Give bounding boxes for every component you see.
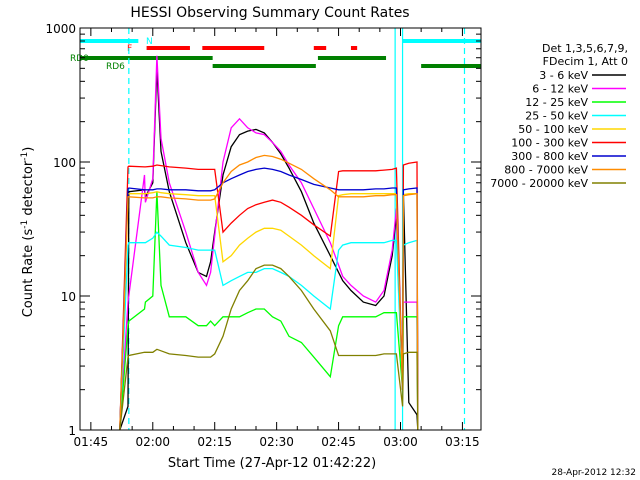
status-bar-segment xyxy=(80,39,139,43)
x-tick-label: 03:15 xyxy=(445,435,480,449)
series-line xyxy=(119,161,419,431)
status-bar-label: RD6 xyxy=(106,62,125,72)
y-tick-label: 100 xyxy=(53,156,76,170)
status-bar-segment xyxy=(402,39,481,43)
legend-entry-label: 50 - 100 keV xyxy=(518,123,588,136)
legend: Det 1,3,5,6,7,9, FDecim 1, Att 0 3 - 6 k… xyxy=(490,42,628,190)
series-line xyxy=(119,167,419,431)
status-bar-label: F xyxy=(127,44,132,54)
y-axis-label: Count Rate (s-1 detector-1) xyxy=(20,147,36,318)
x-tick-label: 02:30 xyxy=(259,435,294,449)
status-bar-label: N xyxy=(146,37,153,47)
status-bar-segment xyxy=(202,46,265,50)
series-line xyxy=(119,191,419,431)
status-bar-segment xyxy=(313,46,327,50)
legend-entry-label: 3 - 6 keV xyxy=(539,69,588,82)
y-axis-ticks: 1 10 100 1000 xyxy=(45,22,481,438)
footer-date: 28-Apr-2012 12:32 xyxy=(552,468,636,478)
series-lines xyxy=(119,55,419,431)
series-line xyxy=(119,231,419,431)
y-axis-label-part3: ) xyxy=(21,147,36,152)
plot-border xyxy=(79,27,482,431)
legend-entry-label: 6 - 12 keV xyxy=(532,83,588,96)
legend-header1: Det 1,3,5,6,7,9, xyxy=(542,42,628,55)
legend-entry-label: 7000 - 20000 keV xyxy=(490,177,588,190)
legend-entry-label: 25 - 50 keV xyxy=(525,110,588,123)
y-axis-label-sup1: -1 xyxy=(20,220,30,229)
legend-header2: FDecim 1, Att 0 xyxy=(543,55,628,68)
legend-entry-label: 100 - 300 keV xyxy=(511,137,588,150)
y-tick-label: 1 xyxy=(68,424,76,438)
status-bar-segment xyxy=(212,64,316,68)
x-axis-ticks: 01:45 02:00 02:15 02:30 02:45 03:00 03:15 xyxy=(74,28,480,449)
status-bar-segment xyxy=(350,46,358,50)
status-bar-segment xyxy=(317,56,387,60)
plot-frame xyxy=(79,27,482,431)
y-tick-label: 10 xyxy=(61,290,76,304)
series-line xyxy=(119,191,419,431)
series-line xyxy=(119,264,419,431)
x-tick-label: 02:15 xyxy=(197,435,232,449)
y-axis-label-part1: Count Rate (s xyxy=(21,229,36,318)
legend-entry-label: 300 - 800 keV xyxy=(511,150,588,163)
y-axis-label-sup2: -1 xyxy=(20,152,30,161)
x-tick-label: 03:00 xyxy=(383,435,418,449)
status-bar-segment xyxy=(421,64,481,68)
y-axis-label-part2: detector xyxy=(21,160,36,220)
series-line xyxy=(119,55,419,431)
x-axis-label: Start Time (27-Apr-12 01:42:22) xyxy=(168,456,376,471)
x-tick-label: 02:00 xyxy=(135,435,170,449)
chart-title: HESSI Observing Summary Count Rates xyxy=(130,5,409,21)
status-bar-segment xyxy=(80,56,213,60)
status-bar-segment xyxy=(146,46,190,50)
x-tick-label: 02:45 xyxy=(321,435,356,449)
x-tick-label: 01:45 xyxy=(74,435,109,449)
legend-entry-label: 12 - 25 keV xyxy=(525,96,588,109)
y-tick-label: 1000 xyxy=(45,22,76,36)
legend-entry-label: 800 - 7000 keV xyxy=(504,164,588,177)
series-line xyxy=(119,154,419,431)
